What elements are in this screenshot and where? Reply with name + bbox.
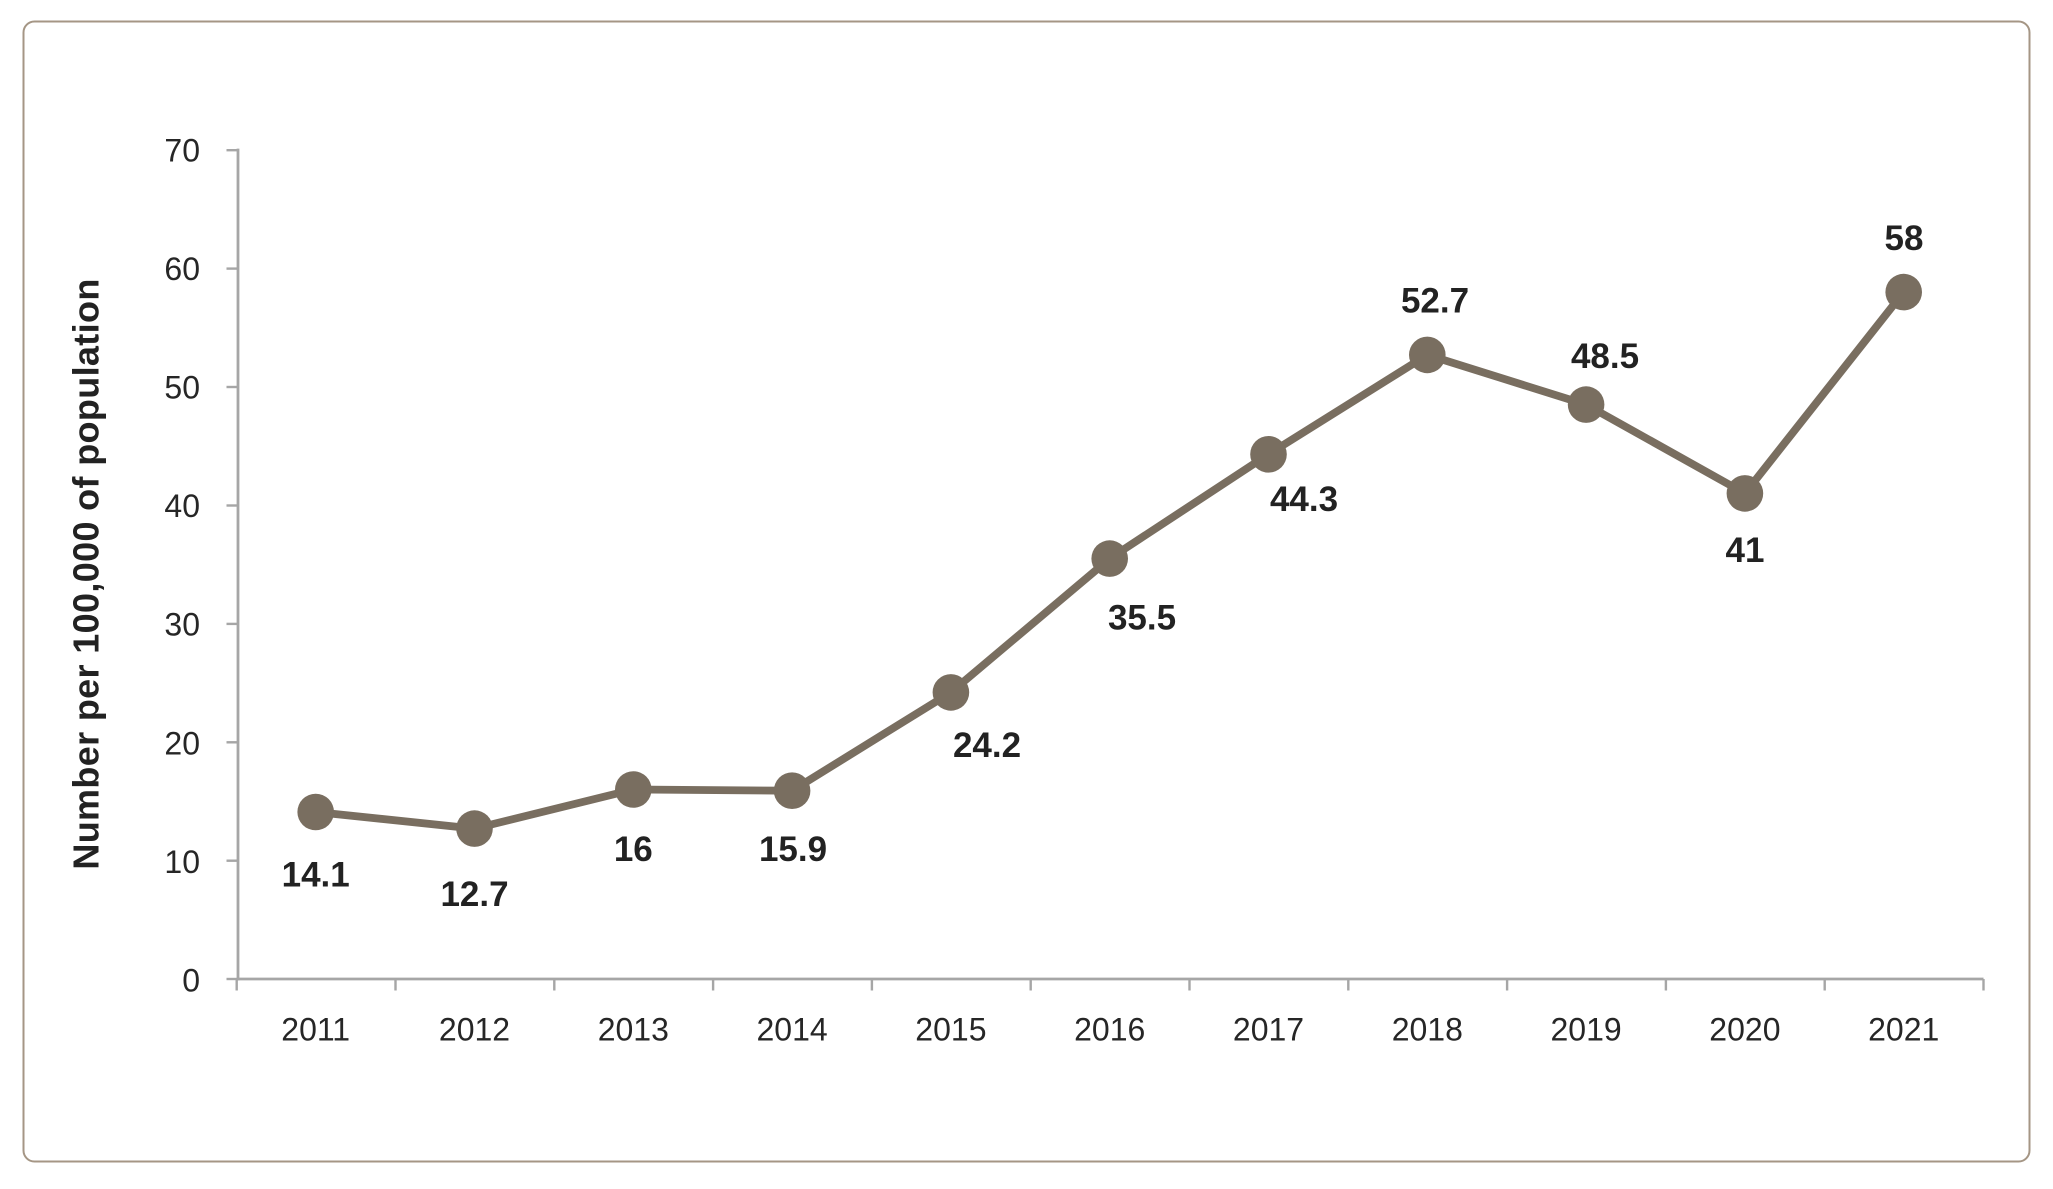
svg-text:2011: 2011 (281, 1011, 350, 1047)
svg-text:14.1: 14.1 (282, 855, 350, 894)
svg-text:48.5: 48.5 (1571, 337, 1639, 376)
svg-text:24.2: 24.2 (953, 726, 1021, 765)
svg-text:2021: 2021 (1868, 1011, 1939, 1047)
svg-text:16: 16 (614, 830, 653, 869)
svg-text:2015: 2015 (915, 1011, 986, 1047)
svg-text:41: 41 (1726, 531, 1765, 570)
svg-text:50: 50 (164, 370, 200, 406)
svg-text:40: 40 (164, 488, 200, 524)
svg-text:0: 0 (182, 962, 200, 998)
svg-text:2013: 2013 (598, 1011, 669, 1047)
svg-text:52.7: 52.7 (1401, 281, 1469, 320)
svg-text:2012: 2012 (439, 1011, 510, 1047)
svg-text:12.7: 12.7 (440, 875, 508, 914)
svg-text:30: 30 (164, 607, 200, 643)
svg-text:58: 58 (1885, 219, 1924, 258)
svg-text:Number per 100,000 of populati: Number per 100,000 of population (66, 278, 107, 869)
svg-text:60: 60 (164, 251, 200, 287)
svg-text:20: 20 (164, 725, 200, 761)
svg-text:70: 70 (164, 132, 200, 168)
svg-text:2019: 2019 (1551, 1011, 1622, 1047)
svg-text:2020: 2020 (1709, 1011, 1780, 1047)
svg-text:35.5: 35.5 (1108, 598, 1176, 637)
svg-text:44.3: 44.3 (1270, 480, 1338, 519)
svg-text:2014: 2014 (757, 1011, 828, 1047)
svg-text:15.9: 15.9 (759, 830, 827, 869)
svg-text:10: 10 (164, 844, 200, 880)
svg-text:2017: 2017 (1233, 1011, 1304, 1047)
svg-text:2016: 2016 (1074, 1011, 1145, 1047)
svg-text:2018: 2018 (1392, 1011, 1463, 1047)
